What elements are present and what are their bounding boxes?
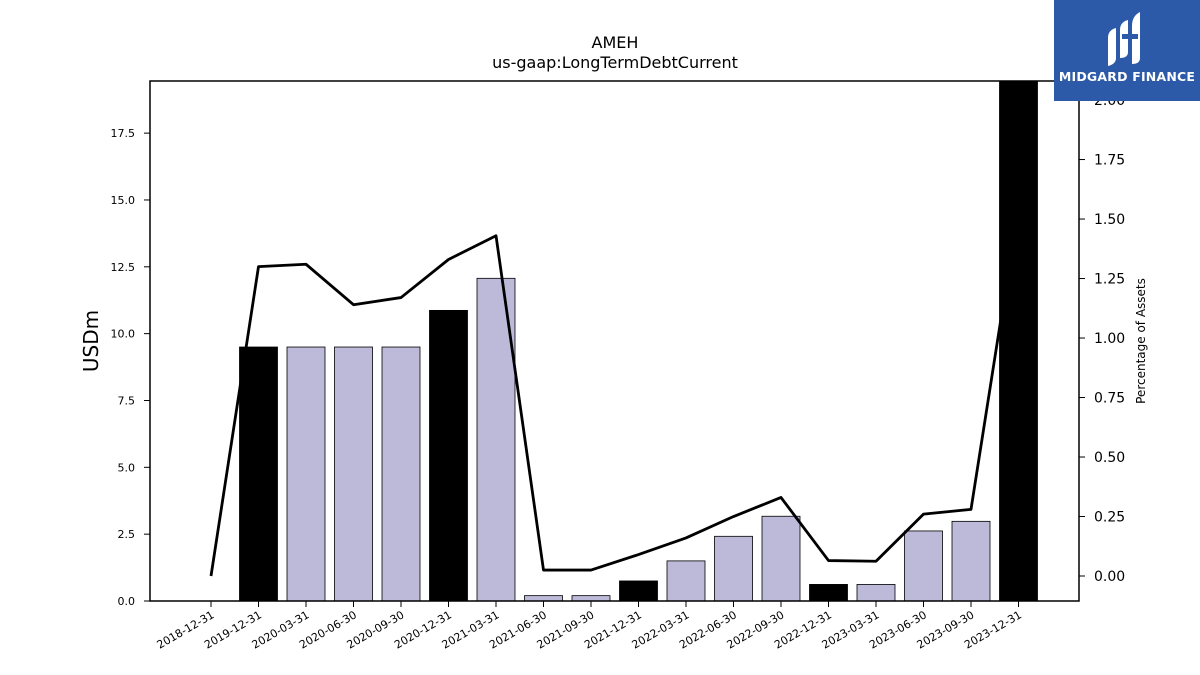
- y-tick-label: 17.5: [111, 127, 136, 140]
- chart-title: AMEH: [592, 33, 639, 52]
- bar: [239, 346, 278, 602]
- y2-tick-label: 1.25: [1094, 272, 1125, 288]
- bar: [524, 595, 563, 602]
- y-tick-label: 12.5: [111, 261, 136, 274]
- bar: [809, 584, 848, 602]
- bar: [999, 80, 1038, 602]
- y2-tick-label: 1.50: [1094, 212, 1125, 228]
- series-line: [209, 206, 1020, 577]
- y2-tick-label: 1.00: [1094, 331, 1125, 347]
- bar: [381, 346, 421, 602]
- y2-axis: 0.000.250.500.751.001.251.501.752.00: [1079, 93, 1125, 585]
- y2-tick-label: 1.75: [1094, 153, 1125, 169]
- y2-tick-label: 0.25: [1094, 510, 1125, 526]
- bar: [429, 309, 468, 602]
- y-tick-label: 2.5: [118, 528, 136, 541]
- chart-subtitle: us-gaap:LongTermDebtCurrent: [492, 53, 738, 72]
- y2-tick-label: 0.50: [1094, 450, 1125, 466]
- bar: [619, 580, 658, 602]
- bar: [666, 560, 706, 602]
- bar: [761, 515, 801, 602]
- y-tick-label: 5.0: [118, 461, 136, 474]
- y-axis-label: USDm: [79, 310, 103, 372]
- logo-text: MIDGARD FINANCE: [1058, 69, 1196, 84]
- y2-axis-label: Percentage of Assets: [1134, 278, 1148, 404]
- bar: [951, 520, 991, 602]
- bar: [334, 346, 373, 602]
- bar: [856, 584, 896, 602]
- y-tick-label: 10.0: [111, 328, 136, 341]
- line-layer: [209, 206, 1020, 577]
- bar: [286, 346, 326, 602]
- bar: [714, 535, 753, 602]
- y2-tick-label: 0.75: [1094, 391, 1125, 407]
- bar-layer: [239, 80, 1038, 602]
- midgard-finance-logo: MIDGARD FINANCE: [1054, 0, 1200, 101]
- midgard-logo-icon: [1108, 12, 1140, 66]
- y-tick-label: 0.0: [118, 595, 136, 608]
- bar: [571, 595, 611, 602]
- y-tick-label: 15.0: [111, 194, 136, 207]
- x-axis: 2018-12-312019-12-312020-03-312020-06-30…: [155, 601, 1024, 652]
- y-tick-label: 7.5: [118, 394, 136, 407]
- plot-frame: [149, 80, 1080, 602]
- y-axis: 0.0 2.5 5.0 7.5 10.0 12.5 15.0 17.5: [111, 127, 150, 608]
- y2-tick-label: 0.00: [1094, 569, 1125, 585]
- bar: [904, 530, 943, 602]
